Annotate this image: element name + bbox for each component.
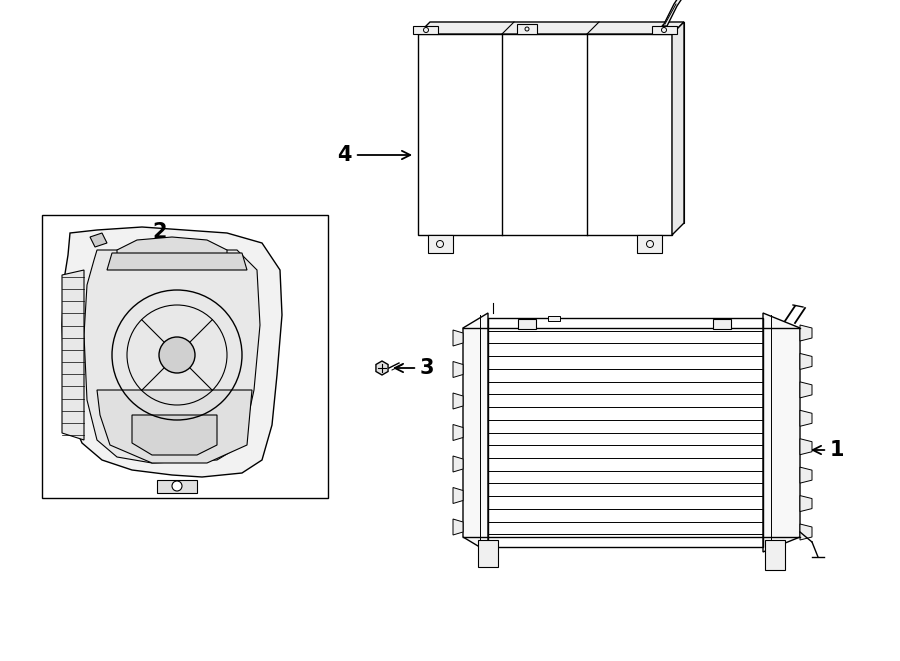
- Polygon shape: [765, 540, 785, 570]
- Polygon shape: [463, 313, 488, 552]
- Polygon shape: [430, 22, 684, 223]
- Bar: [713, 319, 731, 329]
- Circle shape: [172, 481, 182, 491]
- Polygon shape: [662, 0, 687, 26]
- Circle shape: [159, 337, 195, 373]
- Polygon shape: [453, 424, 463, 440]
- Polygon shape: [453, 393, 463, 409]
- Bar: [548, 316, 560, 321]
- Polygon shape: [652, 26, 677, 34]
- Text: 1: 1: [813, 440, 844, 460]
- Polygon shape: [453, 488, 463, 504]
- Polygon shape: [453, 519, 463, 535]
- Polygon shape: [800, 439, 812, 455]
- Polygon shape: [428, 235, 453, 253]
- Polygon shape: [672, 22, 684, 235]
- Polygon shape: [453, 362, 463, 377]
- Text: 4: 4: [338, 145, 410, 165]
- Polygon shape: [117, 237, 227, 265]
- Polygon shape: [800, 354, 812, 369]
- Polygon shape: [97, 390, 252, 463]
- Polygon shape: [517, 24, 537, 34]
- Polygon shape: [800, 325, 812, 341]
- Polygon shape: [84, 250, 260, 463]
- Polygon shape: [763, 313, 800, 552]
- Text: 3: 3: [395, 358, 435, 378]
- Polygon shape: [107, 253, 247, 270]
- Bar: [518, 319, 536, 329]
- Polygon shape: [800, 496, 812, 512]
- Polygon shape: [157, 480, 197, 493]
- Polygon shape: [800, 382, 812, 398]
- Polygon shape: [62, 227, 282, 477]
- Polygon shape: [453, 330, 463, 346]
- Bar: [488, 318, 763, 547]
- Polygon shape: [376, 361, 388, 375]
- Polygon shape: [132, 415, 217, 455]
- Polygon shape: [800, 524, 812, 540]
- Polygon shape: [800, 410, 812, 426]
- Polygon shape: [413, 26, 438, 34]
- Polygon shape: [418, 22, 684, 34]
- Polygon shape: [478, 540, 498, 567]
- Polygon shape: [418, 34, 672, 235]
- Polygon shape: [90, 233, 107, 247]
- Text: 2: 2: [153, 222, 167, 242]
- Polygon shape: [637, 235, 662, 253]
- Bar: [42, 215, 328, 498]
- Polygon shape: [62, 270, 84, 440]
- Polygon shape: [800, 467, 812, 483]
- Polygon shape: [453, 456, 463, 472]
